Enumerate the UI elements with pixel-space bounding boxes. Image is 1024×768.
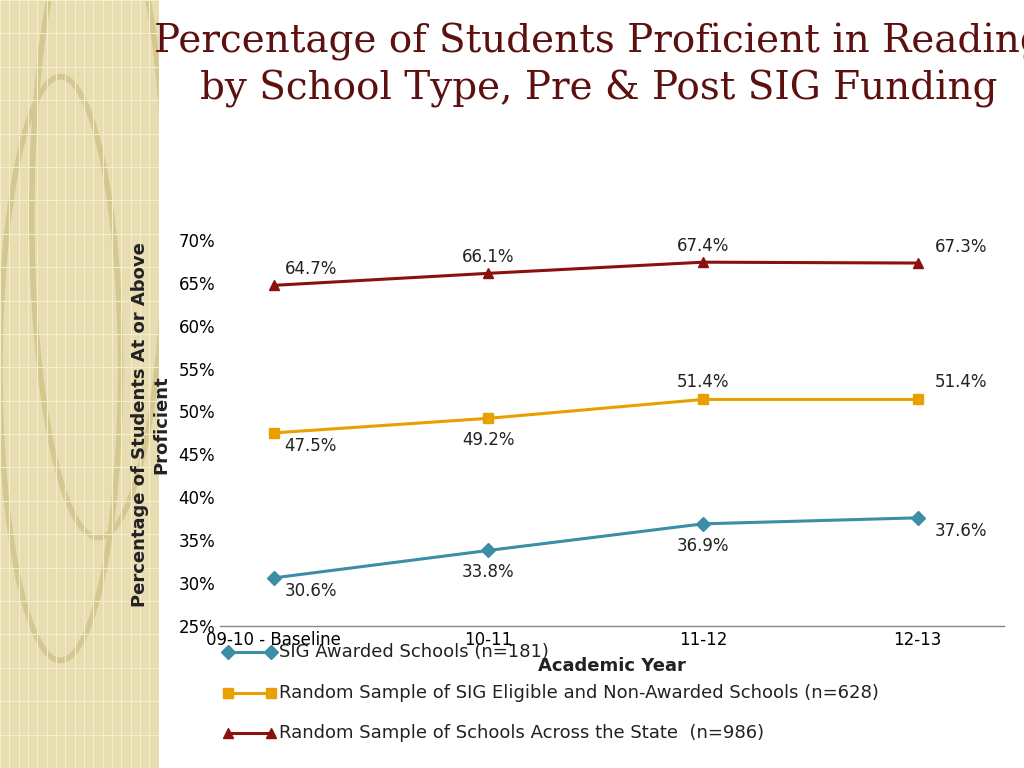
Y-axis label: Percentage of Students At or Above
Proficient: Percentage of Students At or Above Profi… — [131, 242, 170, 607]
Text: 36.9%: 36.9% — [677, 537, 729, 554]
X-axis label: Academic Year: Academic Year — [538, 657, 686, 675]
Text: Random Sample of SIG Eligible and Non-Awarded Schools (n=628): Random Sample of SIG Eligible and Non-Aw… — [279, 684, 879, 702]
Text: 33.8%: 33.8% — [462, 563, 515, 581]
Text: Percentage of Students Proficient in Reading
by School Type, Pre & Post SIG Fund: Percentage of Students Proficient in Rea… — [154, 23, 1024, 108]
Text: 67.4%: 67.4% — [677, 237, 729, 255]
Text: Random Sample of Schools Across the State  (n=986): Random Sample of Schools Across the Stat… — [279, 724, 764, 743]
Text: 49.2%: 49.2% — [462, 431, 515, 449]
Text: SIG Awarded Schools (n=181): SIG Awarded Schools (n=181) — [279, 643, 549, 661]
Text: 37.6%: 37.6% — [935, 522, 987, 540]
Text: 64.7%: 64.7% — [285, 260, 337, 279]
Text: 67.3%: 67.3% — [935, 238, 987, 257]
Text: 66.1%: 66.1% — [462, 249, 515, 266]
Text: 30.6%: 30.6% — [285, 582, 337, 600]
Text: 51.4%: 51.4% — [935, 372, 987, 391]
Text: 47.5%: 47.5% — [285, 437, 337, 455]
Text: 51.4%: 51.4% — [677, 372, 729, 391]
